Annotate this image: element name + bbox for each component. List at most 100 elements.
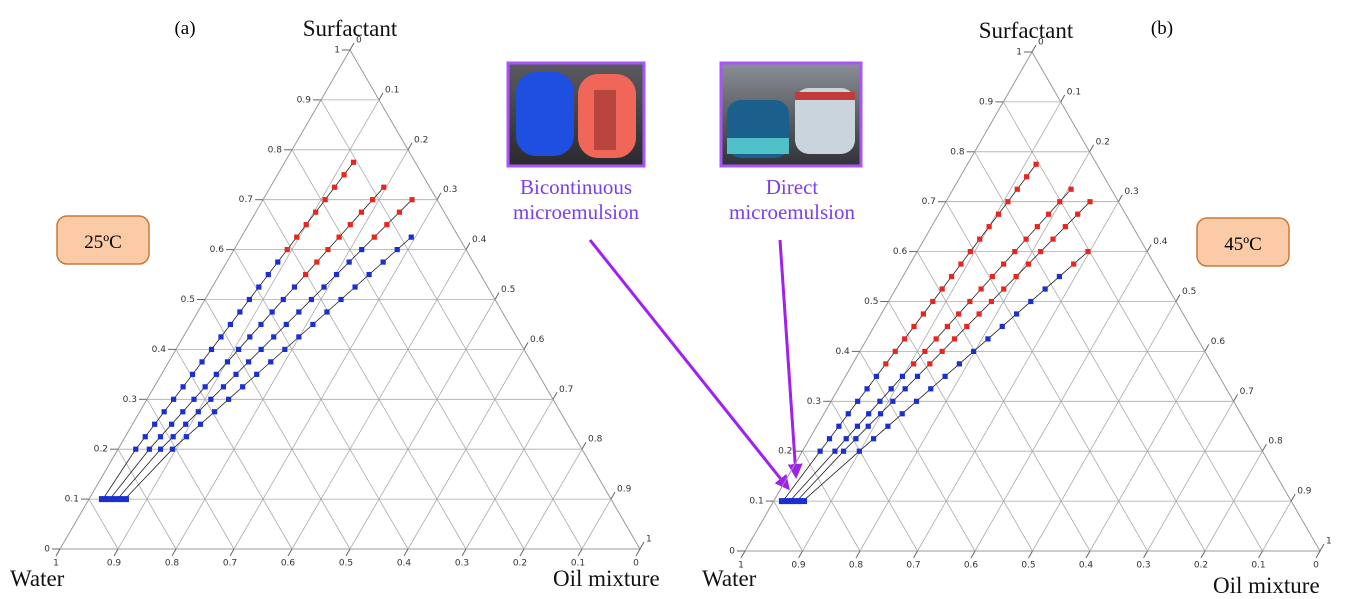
annotation: microemulsion [513,200,639,224]
tick-label: 0.5 [1182,287,1196,297]
data-point [246,359,251,364]
data-point [1075,212,1080,217]
data-point [352,284,357,289]
data-point [310,322,315,327]
data-point [180,409,185,414]
data-point [240,384,245,389]
data-point [170,447,175,452]
tie-line [117,449,160,499]
data-point [247,297,252,302]
data-point [989,299,994,304]
tick-mark [1144,551,1148,558]
data-point [381,259,386,264]
data-point [1087,199,1092,204]
data-point [979,286,984,291]
data-point [332,185,337,190]
data-point [158,447,163,452]
data-point [878,411,883,416]
tick-mark [553,392,557,399]
data-point [914,399,919,404]
tick-label: 0.1 [749,497,763,507]
data-point [1001,261,1006,266]
data-point [381,185,386,190]
data-point [853,436,858,441]
tick-label: 1 [53,559,59,569]
data-point [321,284,326,289]
tick-mark [1201,551,1205,558]
tick-mark [1147,245,1151,252]
data-point [877,399,882,404]
panel-label: (b) [1151,18,1173,39]
start-point [779,498,787,504]
tick-mark [640,542,644,549]
tick-label: 0.3 [455,559,469,569]
tie-line [803,451,859,501]
data-point [367,272,372,277]
tie-line [790,451,835,501]
data-point [903,386,908,391]
tick-label: 0.8 [588,435,603,445]
tick-label: 0.6 [1211,337,1226,347]
tick-mark [971,551,975,558]
data-point [212,409,217,414]
data-point [927,361,932,366]
tick-label: 0.6 [964,561,979,571]
data-point [957,361,962,366]
data-point [893,349,898,354]
tick-mark [1029,551,1033,558]
data-point [1035,224,1040,229]
tick-mark [350,43,354,50]
data-point [930,299,935,304]
data-point [351,160,356,165]
start-point [113,496,121,502]
tick-label: 0.9 [979,97,994,107]
data-point [1005,199,1010,204]
data-point [214,372,219,377]
data-point [1071,261,1076,266]
data-point [985,336,990,341]
dilution-line [172,237,411,449]
data-point [258,322,263,327]
data-point [309,297,314,302]
data-point [866,411,871,416]
data-point [987,224,992,229]
tick-mark [1090,145,1094,152]
grid-line [466,399,553,549]
tick-label: 0.4 [835,347,850,357]
tick-label: 0.8 [268,145,283,155]
data-point [949,274,954,279]
grid-line [889,302,1033,552]
grid-line [1003,102,1262,551]
tick-mark [1320,544,1324,551]
tick-label: 0.5 [501,285,515,295]
tick-label: 0.7 [922,197,936,207]
tick-mark [1291,494,1295,501]
data-point [296,334,301,339]
tick-label: 0 [356,36,362,46]
tick-label: 0.1 [385,85,399,95]
data-point [841,449,846,454]
annotation: Direct [766,175,819,199]
data-point [900,411,905,416]
data-point [977,237,982,242]
data-point [857,449,862,454]
annotation: microemulsion [729,200,855,224]
data-point [372,235,377,240]
data-point [152,422,157,427]
data-point [199,359,204,364]
start-point [99,496,107,502]
tick-mark [1259,551,1263,558]
data-point [233,372,238,377]
grid-line [147,399,234,549]
tick-mark [524,342,528,349]
data-point [1033,162,1038,167]
vertex-label: Surfactant [979,18,1074,43]
vertex-label: Water [10,566,65,591]
data-point [169,422,174,427]
data-point [900,374,905,379]
tick-label: 0.9 [1297,487,1312,497]
start-point [106,496,114,502]
tick-label: 0 [1313,561,1319,571]
tick-label: 0.8 [165,559,180,569]
data-point [209,347,214,352]
